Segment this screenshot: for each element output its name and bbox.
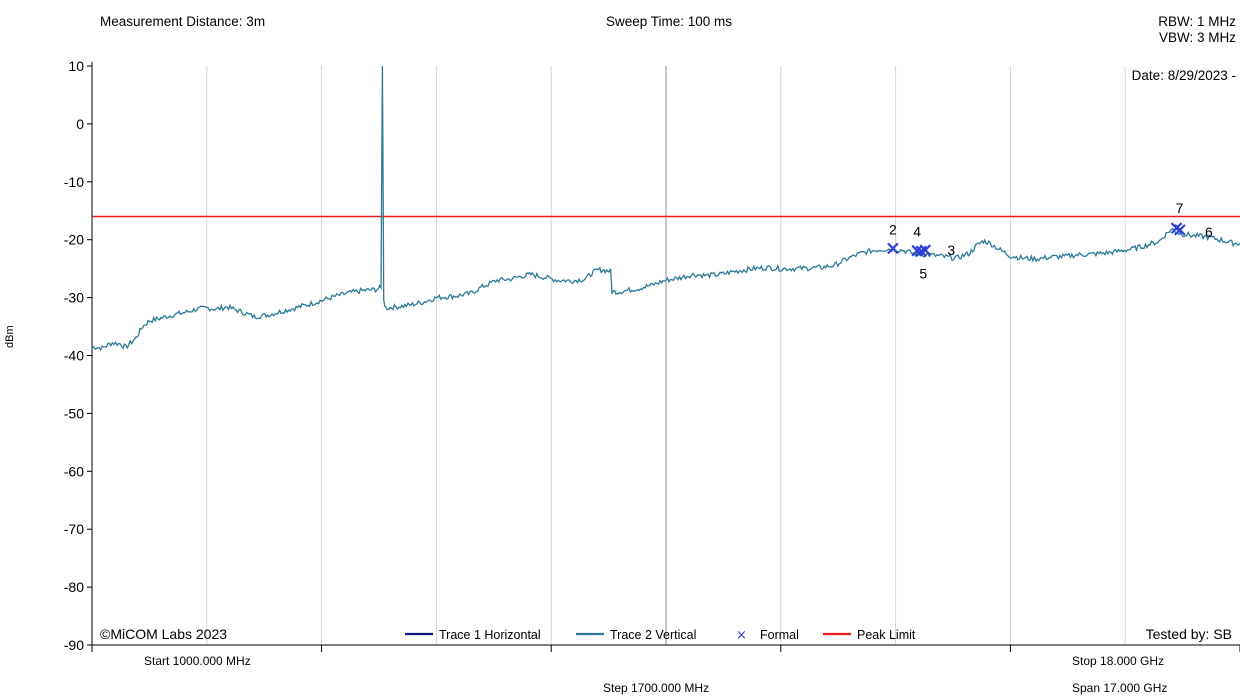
marker-label: 5	[919, 265, 927, 281]
legend-formal-icon: ×	[736, 628, 747, 643]
tested-by: Tested by: SB	[1145, 626, 1232, 642]
markers: 2 4 5 3 7 6	[887, 200, 1213, 281]
span-frequency: Span 17.000 GHz	[1072, 681, 1168, 695]
vbw: VBW: 3 MHz	[1158, 30, 1236, 45]
measurement-distance: Measurement Distance: 3m	[100, 14, 266, 29]
grid	[206, 66, 1126, 645]
y-tick-label: -60	[64, 463, 84, 479]
sweep-time: Sweep Time: 100 ms	[606, 14, 733, 29]
legend-trace2-label: Trace 2 Vertical	[610, 628, 696, 642]
y-tick-label: -40	[64, 348, 84, 364]
marker-3: 3	[919, 242, 955, 258]
y-tick-label: -10	[64, 174, 84, 190]
marker-label: 3	[947, 242, 955, 258]
y-tick-label: -30	[64, 290, 84, 306]
start-frequency: Start 1000.000 MHz	[144, 654, 251, 668]
y-tick-label: 0	[76, 116, 84, 132]
y-tick-label: 10	[68, 58, 84, 74]
y-tick-labels: 10 0 -10 -20 -30 -40 -50 -60 -70 -80 -90	[64, 58, 84, 653]
rbw: RBW: 1 MHz	[1158, 14, 1236, 29]
legend: Trace 1 Horizontal Trace 2 Vertical × Fo…	[405, 628, 916, 643]
step-frequency: Step 1700.000 MHz	[603, 681, 710, 695]
trace2-line	[91, 65, 1240, 352]
y-tick-label: -20	[64, 232, 84, 248]
legend-formal-label: Formal	[760, 628, 799, 642]
marker-label: 6	[1205, 224, 1213, 240]
legend-trace1-label: Trace 1 Horizontal	[439, 628, 541, 642]
y-tick-label: -90	[64, 637, 84, 653]
marker-6: 6	[1174, 224, 1213, 240]
legend-limit-label: Peak Limit	[857, 628, 916, 642]
y-tick-label: -70	[64, 521, 84, 537]
marker-label: 4	[913, 224, 921, 240]
marker-label: 7	[1176, 200, 1184, 216]
copyright: ©MiCOM Labs 2023	[100, 626, 228, 642]
y-tick-label: -50	[64, 405, 84, 421]
axes	[87, 62, 1240, 652]
marker-2: 2	[887, 221, 899, 255]
y-tick-label: -80	[64, 579, 84, 595]
marker-label: 2	[889, 221, 897, 237]
stop-frequency: Stop 18.000 GHz	[1072, 654, 1165, 668]
date: Date: 8/29/2023 -	[1131, 68, 1236, 83]
